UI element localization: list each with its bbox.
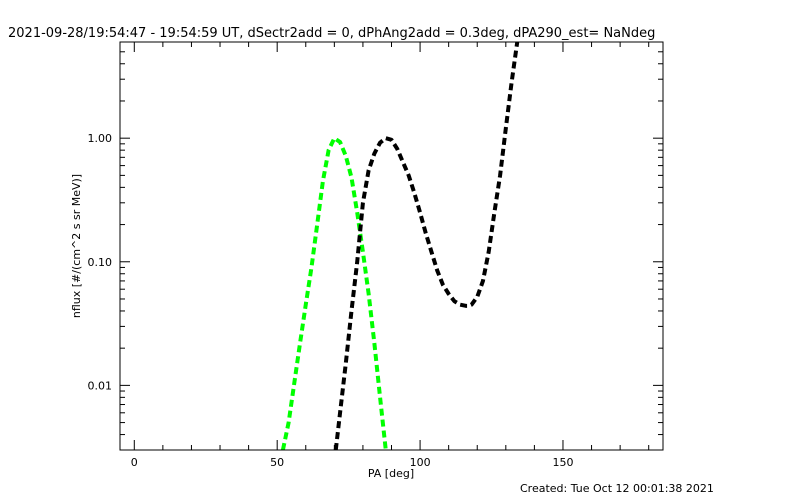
black-series-line xyxy=(333,42,520,450)
created-timestamp: Created: Tue Oct 12 00:01:38 2021 xyxy=(520,482,714,495)
x-tick-label: 100 xyxy=(410,456,431,469)
y-tick-label: 1.00 xyxy=(88,132,113,145)
axes-layer: 0 50 100 150 0.01 0.10 1.00 xyxy=(88,41,663,469)
x-axis-label: PA [deg] xyxy=(368,467,414,480)
green-series-line xyxy=(280,136,388,450)
x-tick-label: 0 xyxy=(131,456,138,469)
y-tick-label: 0.10 xyxy=(88,256,113,269)
y-tick-label: 0.01 xyxy=(88,379,113,392)
x-tick-label: 150 xyxy=(552,456,573,469)
plot-frame xyxy=(119,41,664,451)
y-axis-label: nflux [#/(cm^2 s sr MeV)] xyxy=(70,174,83,318)
chart-title: 2021-09-28/19:54:47 - 19:54:59 UT, dSect… xyxy=(8,26,655,41)
x-tick-label: 50 xyxy=(270,456,284,469)
series-layer xyxy=(280,42,520,450)
